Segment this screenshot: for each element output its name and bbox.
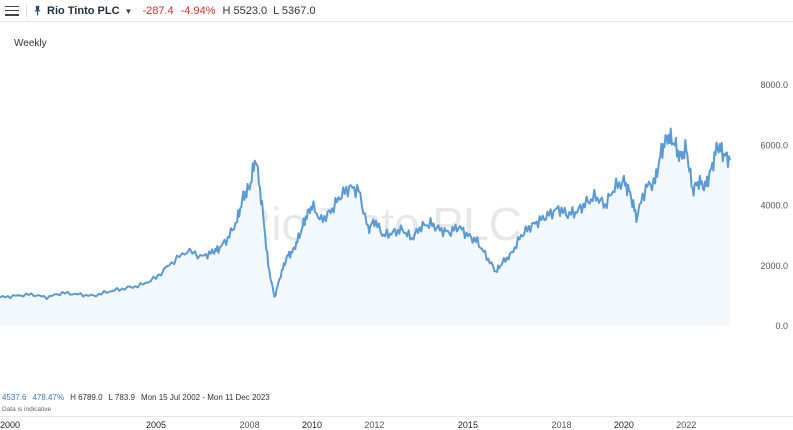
x-tick-label: 2022 bbox=[676, 420, 697, 430]
x-tick-label: 2012 bbox=[364, 420, 385, 430]
y-tick-label: 8000.0 bbox=[760, 80, 788, 90]
data-disclaimer: Data is indicative bbox=[2, 406, 52, 413]
range-percent-change: 478.47% bbox=[32, 393, 65, 402]
toolbar: Rio Tinto PLC ▼ -287.4 -4.94% H 5523.0 L… bbox=[0, 0, 793, 22]
range-stats: 4537.6 478.47% H 6789.0 L 783.9 Mon 15 J… bbox=[2, 393, 270, 402]
price-change-percent: -4.94% bbox=[180, 4, 216, 17]
y-tick-label: 2000.0 bbox=[760, 261, 788, 271]
chevron-down-icon[interactable]: ▼ bbox=[124, 6, 133, 16]
session-high: H 5523.0 bbox=[222, 4, 268, 17]
x-tick-label: 2005 bbox=[145, 420, 166, 430]
price-chart[interactable]: Rio Tinto PLC 8000.0 6000.0 4000.0 2000.0 0.… bbox=[0, 0, 793, 416]
date-range: Mon 15 Jul 2002 - Mon 11 Dec 2023 bbox=[140, 393, 270, 402]
range-low: L 783.9 bbox=[108, 393, 135, 402]
range-last-value: 4537.6 bbox=[2, 393, 27, 402]
session-low: L 5367.0 bbox=[273, 4, 316, 17]
x-tick-label: 2010 bbox=[301, 420, 322, 430]
hamburger-menu-icon[interactable] bbox=[5, 5, 19, 16]
price-area bbox=[0, 128, 730, 326]
x-tick-label: 2015 bbox=[457, 420, 478, 430]
instrument-name[interactable]: Rio Tinto PLC bbox=[47, 4, 120, 17]
price-series-line bbox=[0, 127, 731, 301]
x-tick-label: 2008 bbox=[239, 420, 260, 430]
x-tick-label: 2020 bbox=[613, 420, 634, 430]
x-tick-label: 2000 bbox=[0, 420, 21, 430]
y-tick-label: 4000.0 bbox=[760, 201, 788, 211]
toolbar-divider bbox=[26, 3, 27, 18]
pin-icon[interactable] bbox=[32, 5, 43, 16]
chart-period-label[interactable]: Weekly bbox=[14, 38, 47, 49]
x-axis: 2000 2005 2008 2010 2012 2015 2018 2020 2022 bbox=[0, 416, 793, 430]
x-tick-label: 2018 bbox=[551, 420, 572, 430]
price-change: -287.4 bbox=[142, 4, 174, 17]
y-tick-label: 6000.0 bbox=[760, 140, 788, 150]
y-tick-label: 0.0 bbox=[775, 321, 788, 331]
range-high: H 6789.0 bbox=[70, 393, 103, 402]
y-axis: 8000.0 6000.0 4000.0 2000.0 0.0 bbox=[760, 80, 788, 331]
